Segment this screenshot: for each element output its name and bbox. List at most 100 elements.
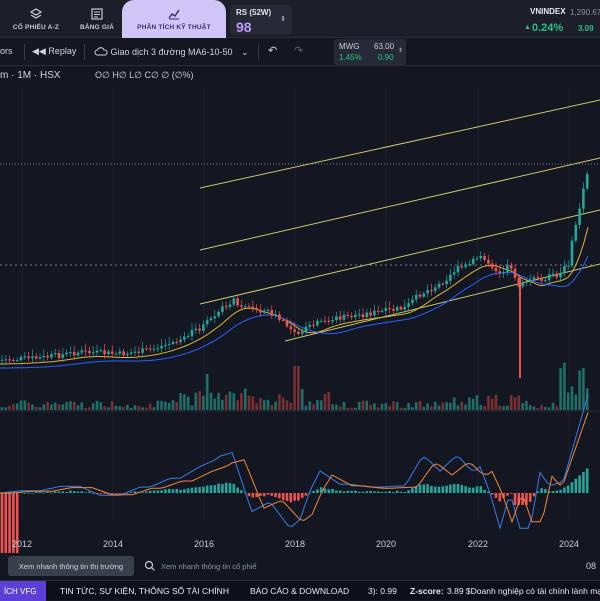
chart-toolbar: ors ◀◀ Replay Giao dịch 3 đường MA6-10-5… bbox=[0, 38, 600, 66]
macd-bar bbox=[167, 488, 171, 493]
tab-stocks-az[interactable]: CỔ PHIẾU A-Z bbox=[0, 0, 74, 38]
tab-label: PHÂN TÍCH KỸ THUẬT bbox=[137, 24, 211, 31]
volume-bar bbox=[202, 395, 205, 410]
price-chart[interactable]: 2012 2014 2016 2018 2020 2022 2024 bbox=[0, 88, 600, 553]
candle-body bbox=[399, 307, 403, 310]
volume-bar bbox=[323, 393, 327, 410]
candle-body bbox=[513, 268, 517, 278]
volume-bar bbox=[346, 407, 350, 410]
quote-change: 0.90 bbox=[378, 53, 394, 62]
redo-icon[interactable]: ↷ bbox=[294, 45, 304, 57]
macd-bar bbox=[156, 490, 160, 493]
volume-bar bbox=[183, 394, 186, 410]
macd-bar bbox=[384, 491, 388, 493]
macd-bar bbox=[217, 483, 220, 493]
volume-bar bbox=[95, 400, 99, 410]
macd-bar bbox=[110, 493, 114, 495]
strategy-selector[interactable]: Giao dịch 3 đường MA6-10-50 ⌄ bbox=[94, 46, 249, 58]
indicators-button[interactable]: ors bbox=[0, 46, 13, 56]
volume-bar bbox=[243, 388, 247, 410]
candle-body bbox=[544, 280, 547, 282]
macd-bar bbox=[566, 485, 570, 493]
volume-bar bbox=[129, 407, 133, 410]
volume-bar bbox=[99, 402, 103, 410]
macd-bar bbox=[65, 491, 68, 493]
tab-price-board[interactable]: BẢNG GIÁ bbox=[74, 0, 120, 38]
candle-body bbox=[304, 326, 308, 332]
channel-line bbox=[284, 263, 600, 342]
index-change: 3.09 bbox=[578, 24, 594, 33]
macd-bar bbox=[247, 493, 251, 497]
quick-market-button[interactable]: Xem nhanh thông tin thị trường bbox=[8, 556, 134, 576]
index-pct: 0.24% bbox=[532, 22, 564, 34]
candle-body bbox=[266, 310, 270, 312]
macd-bar bbox=[483, 489, 486, 493]
macd-bar bbox=[232, 483, 236, 493]
macd-bar bbox=[547, 491, 551, 493]
chevron-down-icon: ⌄ bbox=[241, 47, 249, 57]
candle-body bbox=[270, 310, 274, 316]
ma-fast-line bbox=[0, 227, 589, 365]
quote-box[interactable]: MWG 63.00 1.45% 0.90 ⬍ bbox=[334, 39, 406, 65]
candle-body bbox=[411, 299, 414, 304]
macd-bar bbox=[141, 492, 144, 493]
analysis-tab[interactable]: ÍCH VFG bbox=[0, 581, 46, 601]
index-ticker[interactable]: VNINDEX 1,290.67 ▲ 0.24% 3.09 bbox=[520, 4, 600, 36]
macd-bar bbox=[559, 489, 562, 493]
price-board-icon bbox=[91, 8, 103, 20]
candle-body bbox=[525, 281, 528, 283]
candle-body bbox=[167, 343, 171, 345]
volume-bar bbox=[509, 395, 513, 410]
volume-bar bbox=[300, 388, 304, 410]
rs-rating-selector[interactable]: RS (52W) 98 ⬍ bbox=[230, 5, 292, 35]
macd-bar bbox=[346, 490, 350, 493]
macd-bar bbox=[354, 490, 357, 493]
candle-body bbox=[380, 310, 384, 312]
macd-bar bbox=[281, 493, 285, 501]
candle-body bbox=[449, 274, 452, 281]
candle-body bbox=[437, 283, 441, 288]
trend-channel-lines bbox=[199, 99, 600, 342]
volume-bar bbox=[88, 407, 91, 410]
volume-bar bbox=[547, 407, 551, 410]
candle-body bbox=[418, 294, 422, 297]
quote-price: 63.00 bbox=[374, 42, 395, 51]
candle-body bbox=[376, 310, 380, 312]
reports-link[interactable]: BÁO CÁO & DOWNLOAD bbox=[250, 586, 350, 596]
candle-body bbox=[578, 208, 581, 225]
candle-body bbox=[312, 324, 315, 326]
candle-body bbox=[319, 320, 323, 322]
candle-body bbox=[460, 266, 464, 268]
quick-stock-search[interactable]: Xem nhanh thông tin cổ phiế bbox=[144, 556, 274, 576]
bottom-bar: ÍCH VFG TIN TỨC, SỰ KIỆN, THÔNG SỐ TÀI C… bbox=[0, 580, 600, 601]
macd-bar bbox=[528, 493, 532, 502]
tab-technical-analysis[interactable]: PHÂN TÍCH KỸ THUẬT bbox=[122, 0, 226, 38]
candle-body bbox=[247, 306, 251, 308]
macd-bar bbox=[126, 493, 129, 494]
candle-body bbox=[236, 298, 239, 306]
macd-bar bbox=[323, 488, 327, 493]
undo-icon[interactable]: ↶ bbox=[268, 45, 278, 57]
time-readout: 08 bbox=[585, 561, 596, 571]
candle-body bbox=[217, 311, 220, 317]
volume-bar bbox=[582, 368, 585, 410]
volume-bar bbox=[574, 394, 578, 410]
candle-body bbox=[468, 264, 471, 266]
candle-body bbox=[194, 328, 198, 330]
candle-body bbox=[31, 356, 34, 359]
volume-bar bbox=[4, 407, 8, 410]
macd-bar bbox=[464, 486, 467, 493]
macd-bar bbox=[479, 486, 483, 493]
replay-button[interactable]: ◀◀ Replay bbox=[32, 46, 76, 57]
volume-bar bbox=[42, 404, 46, 410]
news-link[interactable]: TIN TỨC, SỰ KIỆN, THÔNG SỐ TÀI CHÍNH bbox=[60, 586, 229, 596]
volume-bar bbox=[179, 393, 182, 410]
macd-bar bbox=[12, 493, 15, 553]
macd-bar bbox=[160, 490, 163, 493]
rs-label: RS (52W) bbox=[236, 8, 272, 17]
macd-bar bbox=[274, 493, 277, 498]
ohlc-readout: O∅ H∅ L∅ C∅ ∅ (∅%) bbox=[95, 70, 194, 80]
volume-bar bbox=[361, 400, 365, 410]
volume-bar bbox=[224, 394, 228, 410]
x-tick-label: 2014 bbox=[103, 539, 123, 549]
